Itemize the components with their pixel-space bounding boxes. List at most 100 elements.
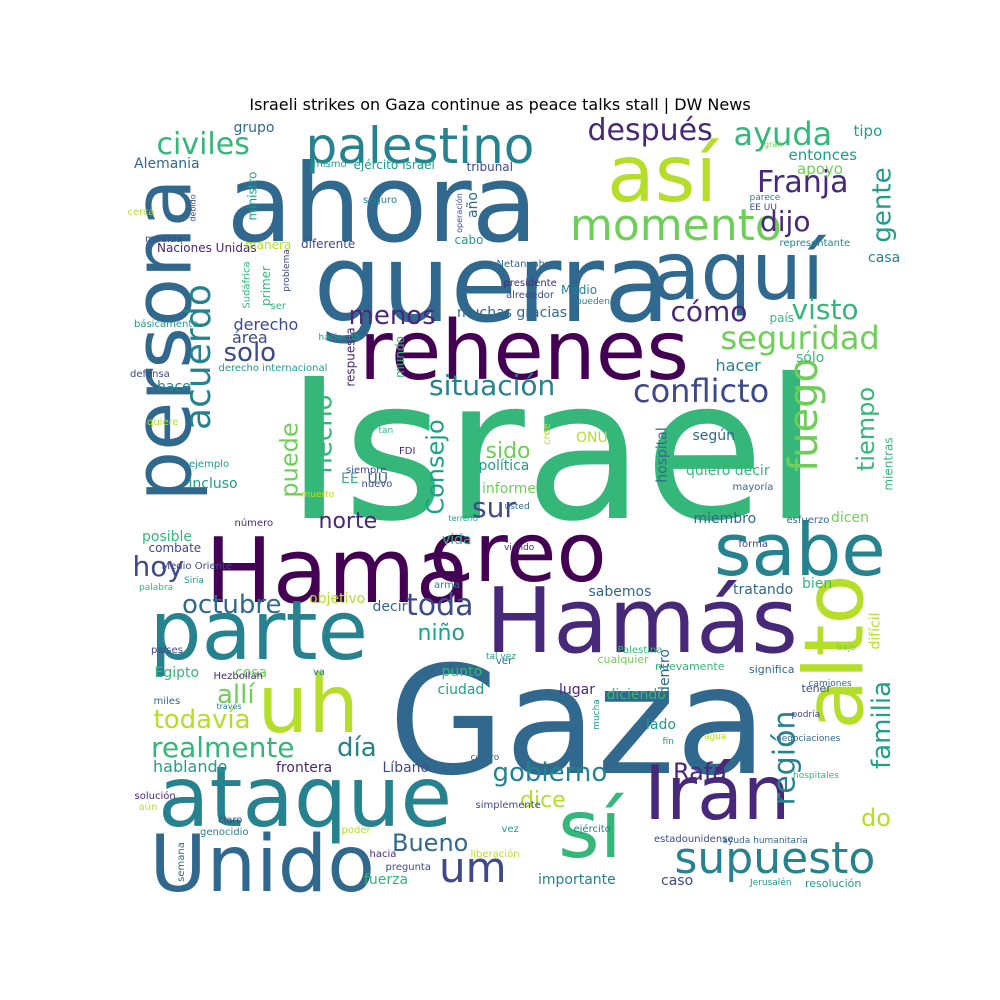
cloud-word: viendo bbox=[504, 542, 535, 553]
cloud-word: claro bbox=[218, 815, 243, 826]
cloud-word: combate bbox=[148, 541, 202, 555]
cloud-word: Medio bbox=[561, 283, 598, 297]
cloud-word: forma bbox=[738, 539, 768, 550]
cloud-word: Hezbollah bbox=[213, 671, 263, 682]
chart-title: Israeli strikes on Gaza continue as peac… bbox=[249, 95, 751, 114]
cloud-word: miles bbox=[153, 696, 181, 707]
cloud-word: área bbox=[232, 328, 268, 347]
cloud-word: uh bbox=[257, 658, 359, 751]
cloud-word: allí bbox=[217, 680, 255, 710]
cloud-word: centro bbox=[470, 752, 500, 763]
cloud-word: tipo bbox=[853, 121, 883, 140]
cloud-word: miembro bbox=[693, 511, 757, 527]
cloud-word: Sudáfrica bbox=[241, 261, 253, 309]
cloud-word: presidente bbox=[503, 278, 557, 289]
cloud-word: quiero decir bbox=[686, 463, 770, 479]
cloud-word: fin bbox=[662, 736, 674, 747]
cloud-word: usted bbox=[504, 501, 530, 512]
cloud-word: incluso bbox=[188, 476, 238, 492]
cloud-word: significa bbox=[749, 662, 795, 676]
cloud-word: palabra bbox=[139, 582, 174, 593]
cloud-word: ministro bbox=[244, 171, 259, 221]
cloud-word: muchas gracias bbox=[457, 305, 568, 321]
cloud-word: semana bbox=[175, 842, 187, 882]
cloud-word: sur bbox=[472, 491, 516, 524]
cloud-word: tratando bbox=[733, 582, 794, 598]
cloud-word: hecho bbox=[308, 394, 339, 474]
cloud-word: hospitales bbox=[793, 770, 839, 781]
cloud-word: mayoría bbox=[732, 482, 774, 493]
cloud-word: Naciones Unidas bbox=[157, 241, 257, 255]
cloud-word: posible bbox=[142, 529, 193, 545]
cloud-word: resolución bbox=[805, 876, 862, 890]
cloud-word: región bbox=[766, 710, 802, 806]
cloud-word: nuevamente bbox=[655, 659, 725, 673]
cloud-word: lado bbox=[646, 717, 676, 733]
cloud-word: Franja bbox=[757, 165, 849, 200]
cloud-word: esfuerzo bbox=[786, 515, 830, 526]
cloud-word: cómo bbox=[670, 295, 748, 328]
cloud-word: um bbox=[439, 843, 507, 892]
cloud-word: Palestina bbox=[617, 645, 663, 656]
cloud-word: mucha bbox=[591, 698, 602, 730]
cloud-word: operación bbox=[454, 193, 464, 233]
cloud-word: países bbox=[151, 645, 183, 656]
cloud-word: Hamás bbox=[485, 569, 799, 674]
cloud-word: situación bbox=[429, 369, 556, 402]
cloud-word: cualquier bbox=[597, 652, 649, 666]
cloud-word: frontera bbox=[276, 760, 333, 776]
cloud-word: niño bbox=[417, 621, 465, 646]
cloud-word: EE bbox=[341, 471, 359, 487]
cloud-word: aquí bbox=[651, 225, 825, 318]
cloud-word: mismo bbox=[313, 159, 347, 170]
cloud-word: haciendo bbox=[318, 332, 360, 343]
cloud-word: mientras bbox=[881, 437, 896, 491]
cloud-word: Israel bbox=[285, 336, 819, 564]
cloud-word: puede bbox=[275, 422, 304, 498]
cloud-word: gente bbox=[867, 167, 898, 243]
cloud-word: agua bbox=[704, 731, 727, 742]
cloud-word: hace bbox=[157, 379, 191, 395]
cloud-word: través bbox=[216, 702, 242, 711]
cloud-word: hoy bbox=[132, 550, 184, 583]
cloud-word: fuerza bbox=[364, 872, 409, 888]
cloud-word: mundo bbox=[392, 336, 407, 378]
cloud-word: ahora bbox=[226, 142, 538, 267]
cloud-word: Alemania bbox=[134, 156, 200, 172]
cloud-word: parece bbox=[749, 192, 781, 203]
cloud-word: apoyo bbox=[797, 159, 843, 178]
cloud-word: todavía bbox=[153, 705, 251, 735]
cloud-word: gran bbox=[764, 140, 783, 149]
cloud-word: Siria bbox=[184, 575, 204, 586]
cloud-word: año bbox=[465, 191, 482, 219]
cloud-word: sí bbox=[558, 783, 622, 876]
cloud-word: tribunal bbox=[466, 160, 514, 174]
cloud-word: difícil bbox=[867, 612, 884, 650]
cloud-word: terreno bbox=[448, 514, 478, 523]
cloud-word: alto bbox=[787, 574, 883, 730]
cloud-word: medida bbox=[145, 234, 183, 245]
cloud-word: arma bbox=[434, 580, 460, 591]
cloud-word: cabo bbox=[454, 233, 484, 247]
cloud-word: defensa bbox=[130, 369, 170, 380]
cloud-word: derecho internacional bbox=[218, 363, 328, 374]
cloud-word: ver bbox=[496, 656, 513, 667]
cloud-word: objetivo bbox=[309, 591, 366, 607]
cloud-word: nuevo bbox=[361, 479, 393, 490]
cloud-word: pregunta bbox=[385, 862, 431, 873]
cloud-word: sido bbox=[485, 439, 531, 464]
cloud-word: acuerdo bbox=[177, 284, 219, 430]
cloud-word: importante bbox=[538, 872, 616, 888]
cloud-word: cosa bbox=[235, 665, 268, 681]
cloud-word: sabe bbox=[714, 508, 886, 592]
cloud-word: según bbox=[692, 428, 736, 444]
cloud-word: día bbox=[337, 733, 377, 763]
cloud-word: liberación bbox=[470, 849, 520, 860]
cloud-word: vez bbox=[501, 824, 519, 835]
cloud-word: alrededor bbox=[506, 290, 555, 301]
cloud-word: toda bbox=[406, 588, 474, 623]
cloud-word: informe bbox=[482, 481, 537, 497]
cloud-word: hacia bbox=[369, 849, 397, 860]
cloud-word: gobierno bbox=[492, 758, 608, 788]
